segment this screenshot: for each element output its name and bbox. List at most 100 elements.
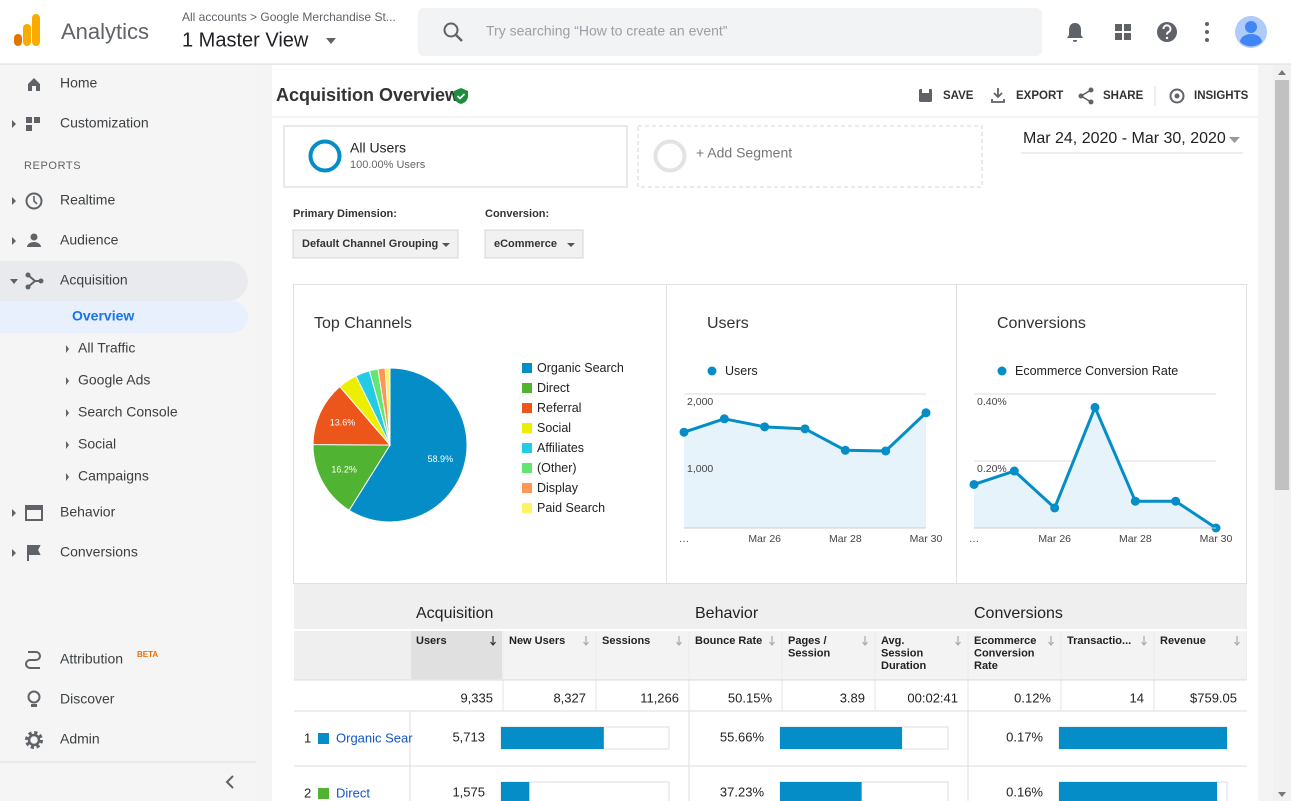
column-header-label[interactable]: Sessions <box>602 635 650 647</box>
column-header-label[interactable]: Ecommerce Conversion Rate <box>974 635 1039 672</box>
column-header-label[interactable]: Pages / Session <box>788 635 830 660</box>
legend-marker <box>997 366 1007 376</box>
avatar[interactable] <box>1235 16 1267 48</box>
nav-item[interactable]: Behavior <box>60 504 116 520</box>
logo[interactable] <box>14 14 40 46</box>
point <box>760 422 770 432</box>
customization-icon <box>34 117 40 123</box>
segment-ring <box>308 139 342 173</box>
scroll-up[interactable] <box>1278 70 1286 75</box>
help-icon[interactable] <box>1157 22 1177 42</box>
expand-arrow <box>66 345 69 353</box>
column-header-label[interactable]: Bounce Rate <box>695 635 762 647</box>
collapse-button[interactable] <box>225 775 234 789</box>
legend-label: Paid Search <box>537 501 605 515</box>
point <box>921 408 931 418</box>
legend-swatch <box>522 423 532 433</box>
legend-label: Users <box>725 364 758 378</box>
nav-subitem[interactable]: Google Ads <box>78 372 150 388</box>
sidebar <box>0 65 256 801</box>
cell-value: 1,575 <box>452 784 485 799</box>
admin-icon <box>27 733 41 747</box>
segment-card[interactable] <box>283 125 628 188</box>
total-value: 3.89 <box>840 690 865 705</box>
column-header <box>597 631 688 679</box>
chart-title: Top Channels <box>314 315 412 332</box>
point <box>719 414 729 424</box>
pie-slice <box>312 444 391 511</box>
nav-item[interactable]: Realtime <box>60 192 115 208</box>
scroll-down[interactable] <box>1278 792 1286 797</box>
scrollbar-thumb[interactable] <box>1275 80 1289 490</box>
total-value: $759.05 <box>1190 690 1237 705</box>
y-tick-label: 0.40% <box>977 396 1007 408</box>
date-range[interactable]: Mar 24, 2020 - Mar 30, 2020 <box>1023 130 1226 147</box>
share-button[interactable]: SHARE <box>1103 90 1144 102</box>
expand-arrow <box>12 509 16 517</box>
bar <box>501 782 530 801</box>
notifications-icon[interactable] <box>1067 23 1083 42</box>
nav-subitem[interactable]: All Traffic <box>78 340 135 356</box>
column-header <box>876 631 967 679</box>
save-button[interactable]: SAVE <box>943 90 974 102</box>
x-tick-label: Mar 30 <box>910 533 943 545</box>
row-link[interactable]: Organic Sear <box>336 730 413 745</box>
slice-label: 13.6% <box>330 417 356 427</box>
nav-subitem[interactable]: Overview <box>72 308 134 324</box>
nav-selected <box>0 301 248 333</box>
row-link[interactable]: Direct <box>336 785 370 800</box>
row-rank: 2 <box>304 785 311 800</box>
customization-icon <box>26 117 32 123</box>
logo-bar <box>23 24 31 46</box>
search-box[interactable] <box>418 8 1042 56</box>
column-header-label[interactable]: Transactio... <box>1067 635 1131 647</box>
nav-item[interactable]: Customization <box>60 115 149 131</box>
apps-icon[interactable] <box>1115 24 1131 40</box>
expand-arrow <box>12 120 16 128</box>
sort-icon <box>862 636 868 646</box>
total-value: 9,335 <box>460 690 493 705</box>
insights-button[interactable]: INSIGHTS <box>1194 90 1249 102</box>
nav-item[interactable]: Discover <box>60 691 115 707</box>
total-value: 11,266 <box>640 690 679 705</box>
pie-slice <box>312 385 392 446</box>
column-header-label[interactable]: New Users <box>509 635 565 647</box>
nav-subitem[interactable]: Social <box>78 436 116 452</box>
nav-subitem[interactable]: Campaigns <box>78 468 149 484</box>
discover-icon <box>31 704 37 707</box>
sort-icon <box>490 636 496 646</box>
page-title: Acquisition Overview <box>276 85 460 105</box>
nav-item[interactable]: Audience <box>60 232 119 248</box>
caret <box>567 243 575 247</box>
column-header-label[interactable]: Avg. Session Duration <box>881 635 927 672</box>
point <box>800 424 810 434</box>
breadcrumb[interactable]: All accounts > Google Merchandise St... <box>182 10 396 24</box>
point <box>1130 496 1140 506</box>
acquisition-icon <box>25 272 44 290</box>
nav-item[interactable]: Admin <box>60 731 100 747</box>
nav-item[interactable]: Conversions <box>60 544 138 560</box>
control-label: Conversion: <box>485 208 549 220</box>
column-header-label[interactable]: Revenue <box>1160 635 1206 647</box>
more-icon[interactable] <box>1205 22 1209 42</box>
customization-icon <box>26 125 32 131</box>
nav-subitem[interactable]: Search Console <box>78 404 178 420</box>
legend-label: Display <box>537 481 579 495</box>
sort-icon <box>955 636 961 646</box>
search-placeholder: Try searching “How to create an event” <box>486 23 728 39</box>
nav-item[interactable]: Acquisition <box>60 272 128 288</box>
dropdown[interactable] <box>484 229 584 259</box>
nav-item[interactable]: Attribution <box>60 651 123 667</box>
x-tick-label: Mar 26 <box>1038 533 1071 545</box>
cell-value: 0.16% <box>1006 784 1043 799</box>
export-button[interactable]: EXPORT <box>1016 90 1063 102</box>
sort-icon <box>676 636 682 646</box>
dropdown[interactable] <box>292 229 459 259</box>
nav-item[interactable]: Home <box>60 75 98 91</box>
column-header-label[interactable]: Users <box>416 635 447 647</box>
segment-ring <box>653 139 687 173</box>
point <box>1171 496 1181 506</box>
view-selector[interactable]: 1 Master View <box>182 29 309 51</box>
row-rank: 1 <box>304 730 311 745</box>
add-segment[interactable] <box>637 125 983 188</box>
